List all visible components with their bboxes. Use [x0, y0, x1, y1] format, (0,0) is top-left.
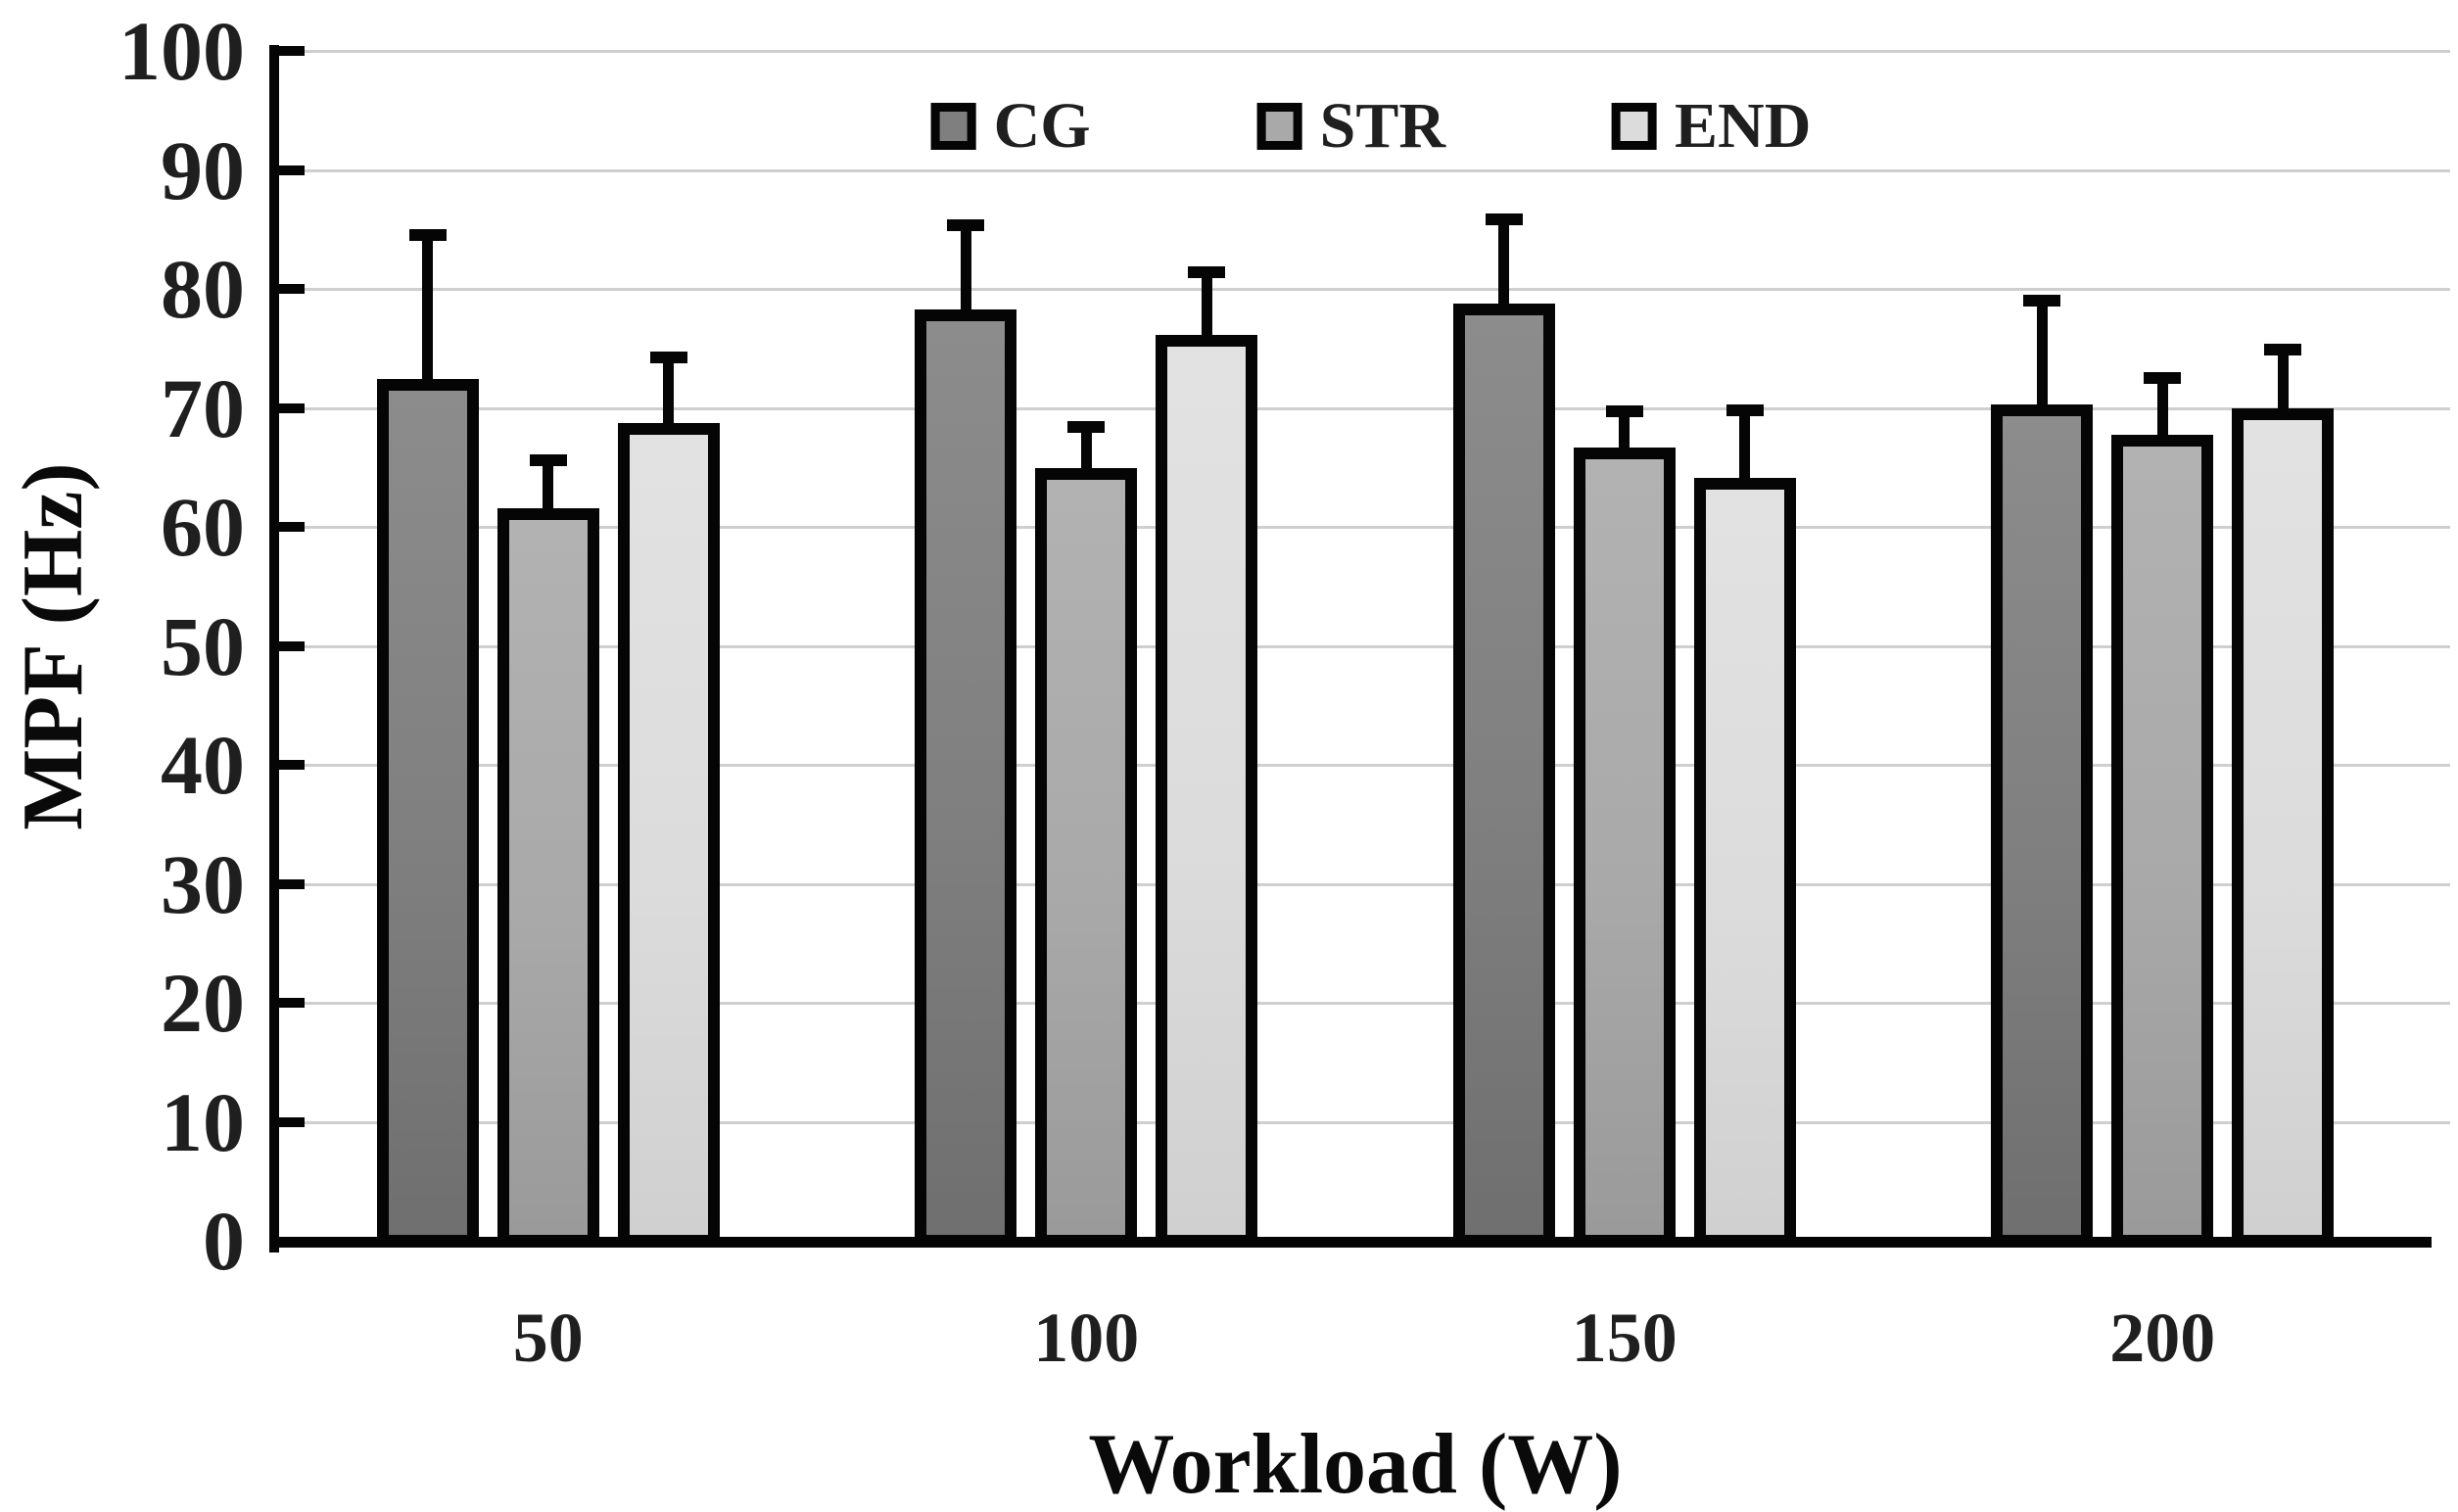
bar-cg-50	[376, 379, 479, 1247]
error-cap-cg-50	[408, 228, 447, 241]
error-bar-cg-200	[2036, 298, 2048, 420]
x-tick-label-100: 100	[1033, 1299, 1140, 1377]
y-tick-label-10: 10	[161, 1074, 245, 1169]
y-tick-40	[279, 760, 305, 770]
y-tick-50	[279, 640, 305, 651]
x-tick-label-150: 150	[1571, 1299, 1678, 1377]
error-cap-end-50	[649, 352, 687, 364]
legend-item-cg: CG	[930, 90, 1091, 162]
y-tick-label-70: 70	[161, 360, 245, 455]
y-tick-label-30: 30	[161, 836, 245, 931]
gridline-y-60	[279, 526, 2450, 529]
error-bar-cg-50	[422, 232, 434, 396]
bar-end-150	[1693, 478, 1796, 1247]
gridline-y-20	[279, 1002, 2450, 1005]
legend-item-str: STR	[1256, 90, 1446, 162]
y-tick-label-80: 80	[161, 242, 245, 336]
error-bar-cg-100	[960, 223, 971, 325]
error-cap-cg-200	[2023, 294, 2061, 307]
y-tick-label-40: 40	[161, 718, 245, 812]
error-bar-cg-150	[1498, 217, 1510, 319]
x-axis-line	[269, 1237, 2432, 1248]
bar-str-150	[1573, 447, 1676, 1247]
legend-marker-cg-icon	[930, 103, 976, 150]
y-tick-label-0: 0	[203, 1194, 245, 1288]
legend-marker-end-icon	[1612, 103, 1658, 150]
y-tick-90	[279, 165, 305, 175]
error-bar-end-200	[2277, 347, 2289, 424]
bar-end-200	[2232, 407, 2335, 1247]
gridline-y-80	[279, 288, 2450, 291]
error-cap-end-150	[1725, 403, 1764, 416]
y-tick-label-20: 20	[161, 956, 245, 1050]
error-bar-end-50	[663, 355, 675, 440]
legend-label-cg: CG	[993, 90, 1091, 162]
error-bar-str-150	[1619, 408, 1631, 463]
error-cap-str-50	[529, 453, 567, 466]
gridline-y-100	[279, 50, 2450, 53]
error-cap-cg-150	[1485, 213, 1523, 226]
y-tick-70	[279, 402, 305, 413]
error-bar-str-100	[1080, 424, 1092, 485]
error-bar-end-150	[1739, 407, 1751, 495]
legend-marker-str-icon	[1256, 103, 1302, 150]
bar-cg-150	[1452, 303, 1555, 1247]
error-cap-str-200	[2144, 371, 2182, 384]
error-bar-str-200	[2156, 375, 2168, 451]
y-tick-label-100: 100	[118, 4, 245, 98]
y-tick-label-60: 60	[161, 480, 245, 574]
y-tick-10	[279, 1116, 305, 1127]
x-tick-label-200: 200	[2109, 1299, 2216, 1377]
y-tick-30	[279, 878, 305, 889]
bar-cg-100	[915, 308, 1017, 1247]
legend-label-str: STR	[1319, 90, 1446, 162]
error-cap-str-150	[1605, 404, 1643, 417]
bar-str-200	[2111, 435, 2214, 1247]
error-bar-str-50	[543, 457, 554, 524]
error-cap-str-100	[1067, 420, 1106, 433]
legend: CG STR END	[930, 90, 1811, 162]
legend-item-end: END	[1612, 94, 1811, 159]
error-cap-end-200	[2264, 343, 2302, 355]
y-tick-100	[279, 46, 305, 56]
error-cap-end-100	[1188, 265, 1226, 278]
gridline-y-50	[279, 644, 2450, 648]
gridline-y-90	[279, 168, 2450, 172]
y-tick-label-50: 50	[161, 598, 245, 693]
y-tick-20	[279, 998, 305, 1008]
bar-str-50	[496, 507, 599, 1247]
legend-label-end: END	[1675, 90, 1812, 162]
error-cap-cg-100	[947, 219, 985, 232]
x-axis-title: Workload (W)	[1088, 1417, 1623, 1512]
bar-end-50	[617, 423, 720, 1247]
bar-cg-200	[1991, 403, 2094, 1247]
y-tick-label-90: 90	[161, 122, 245, 217]
bar-str-100	[1035, 468, 1138, 1247]
y-tick-60	[279, 522, 305, 532]
gridline-y-10	[279, 1120, 2450, 1124]
gridline-y-70	[279, 406, 2450, 410]
error-bar-end-100	[1201, 269, 1212, 352]
y-axis-line	[269, 45, 279, 1252]
bar-end-100	[1156, 335, 1258, 1247]
gridline-y-30	[279, 882, 2450, 886]
gridline-y-40	[279, 764, 2450, 767]
y-tick-80	[279, 284, 305, 294]
x-tick-label-50: 50	[512, 1299, 584, 1377]
